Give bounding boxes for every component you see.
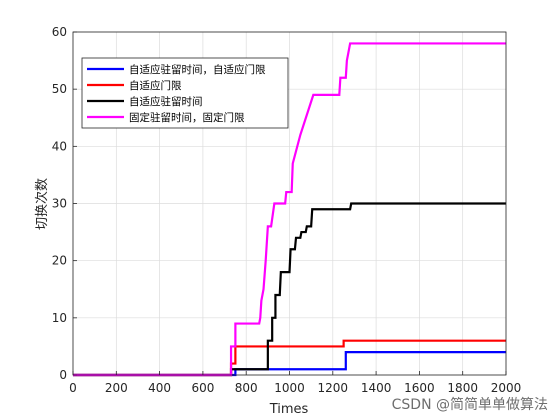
legend-label-4: 固定驻留时间，固定门限 xyxy=(129,111,245,124)
series-line-3 xyxy=(73,202,506,377)
x-tick-label: 1800 xyxy=(447,381,478,395)
y-tick-label: 20 xyxy=(52,254,67,268)
legend-label-3: 自适应驻留时间 xyxy=(129,95,203,108)
series-line-4 xyxy=(73,42,506,377)
x-axis-label: Times xyxy=(269,402,309,417)
y-axis-label: 切换次数 xyxy=(34,178,50,230)
x-tick-label: 1000 xyxy=(274,381,305,395)
x-tick-label: 400 xyxy=(148,381,171,395)
x-tick-label: 800 xyxy=(235,381,258,395)
y-tick-label: 30 xyxy=(52,197,67,211)
y-tick-label: 40 xyxy=(52,139,67,153)
x-tick-label: 600 xyxy=(191,381,214,395)
x-tick-label: 1200 xyxy=(318,381,349,395)
legend-label-1: 自适应驻留时间，自适应门限 xyxy=(129,63,266,76)
x-tick-label: 200 xyxy=(105,381,128,395)
y-tick-label: 0 xyxy=(59,368,67,382)
y-tick-label: 60 xyxy=(52,25,67,39)
x-tick-label: 0 xyxy=(69,381,77,395)
y-tick-label: 10 xyxy=(52,311,67,325)
y-tick-label: 50 xyxy=(52,82,67,96)
x-tick-label: 2000 xyxy=(491,381,522,395)
x-tick-label: 1400 xyxy=(361,381,392,395)
legend-label-2: 自适应门限 xyxy=(129,79,182,92)
x-tick-label: 1600 xyxy=(404,381,435,395)
watermark: CSDN @简简单单做算法 xyxy=(391,397,548,413)
ticks: 0 200 400 600 800 1000 1200 1400 1600 1800 2000 0 10… xyxy=(52,25,522,395)
